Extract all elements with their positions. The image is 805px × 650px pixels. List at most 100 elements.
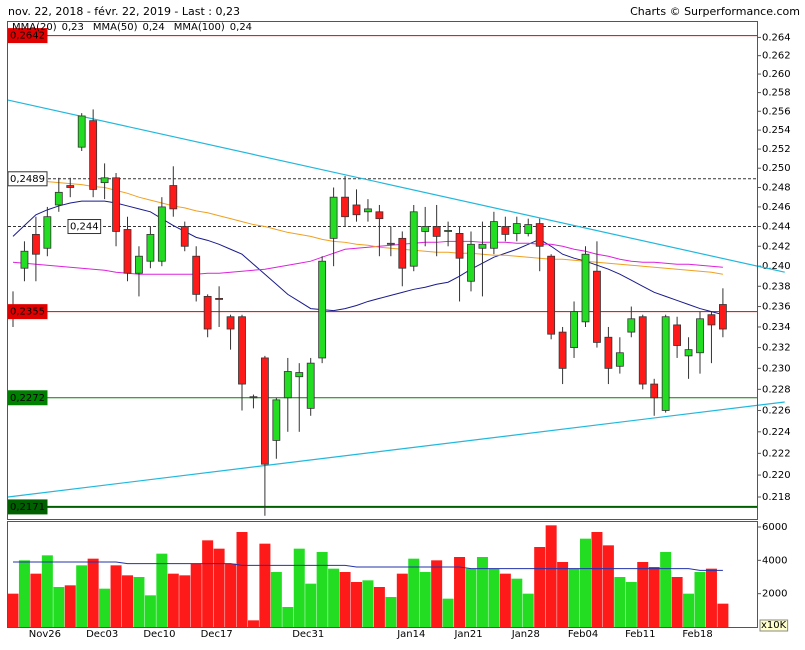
y-tick-label: 0.242 — [762, 241, 791, 252]
candle-body — [135, 255, 143, 274]
volume-bar — [545, 525, 557, 627]
level-label: 0,244 — [70, 222, 99, 233]
y-tick-label: 0.232 — [762, 343, 791, 354]
level-label-box — [67, 219, 102, 235]
candle-body — [638, 316, 647, 385]
candle-body — [226, 316, 235, 330]
candle-body — [146, 234, 155, 262]
x-tick-label: Jan28 — [511, 629, 540, 640]
volume-bar — [648, 567, 660, 627]
x-tick-label: Feb04 — [568, 629, 598, 640]
y-tick-label: 0.252 — [762, 144, 791, 155]
candle-body — [467, 243, 475, 282]
candle-body — [719, 304, 727, 330]
y-tick-label: 0.262 — [762, 51, 791, 62]
volume-tick-label: 4000 — [762, 555, 787, 566]
x-tick-label: Dec10 — [143, 629, 175, 640]
volume-bar — [316, 552, 328, 627]
volume-bar — [328, 568, 340, 627]
volume-bar — [442, 598, 454, 627]
volume-bar — [225, 563, 237, 627]
candle-body — [260, 357, 269, 465]
volume-bar — [602, 545, 614, 627]
volume-bar — [717, 603, 729, 627]
volume-unit: x10K — [761, 620, 787, 631]
candle-body — [432, 226, 441, 237]
legend-value: 0,24 — [143, 22, 165, 33]
candle-body — [66, 185, 75, 188]
candle-body — [238, 316, 246, 385]
candle-body — [444, 230, 453, 232]
candle-body — [489, 221, 498, 249]
candle-body — [306, 362, 315, 409]
volume-bar — [671, 577, 683, 627]
candle-body — [570, 311, 578, 348]
volume-bar — [534, 547, 546, 627]
volume-bar — [133, 577, 145, 627]
candle-body — [77, 115, 86, 148]
volume-bar — [625, 582, 637, 627]
volume-bar — [396, 573, 408, 627]
volume-bar — [568, 568, 580, 627]
level-label: 0,2489 — [10, 174, 45, 185]
candle-body — [123, 229, 132, 274]
ma-line — [12, 177, 723, 275]
legend-entry: MMA(20) — [12, 22, 57, 33]
candle-body — [524, 224, 533, 234]
x-tick-label: Jan21 — [453, 629, 482, 640]
candle-body — [547, 255, 556, 335]
x-tick-label: Dec31 — [292, 629, 324, 640]
y-tick-label: 0.230 — [762, 363, 791, 374]
candle-body — [707, 314, 716, 326]
candle-body — [43, 216, 52, 249]
candle-body — [364, 208, 372, 213]
volume-bar — [202, 540, 214, 627]
y-tick-label: 0.220 — [762, 470, 791, 481]
volume-bar — [454, 557, 466, 627]
level-label: 0,2272 — [10, 393, 45, 404]
volume-bar — [122, 575, 133, 627]
y-tick-label: 0.248 — [762, 182, 791, 193]
candle-body — [180, 226, 189, 247]
volume-bar — [305, 583, 317, 627]
candle-body — [318, 260, 327, 359]
x-tick-label: Feb18 — [682, 629, 712, 640]
candle-body — [604, 336, 613, 369]
plot-area: 0.218 0.220 0.222 0.224 0.226 0.228 0.230 0.232… — [7, 22, 791, 640]
y-tick-label: 0.258 — [762, 88, 791, 99]
volume-bar — [431, 560, 443, 627]
candle-body — [203, 295, 212, 330]
candle-body — [192, 255, 201, 295]
volume-bar — [167, 573, 179, 627]
candle-body — [684, 349, 693, 357]
volume-unit-box — [759, 619, 789, 632]
y-tick-label: 0.226 — [762, 405, 791, 416]
volume-bar — [351, 582, 362, 627]
candle-body — [295, 372, 304, 378]
volume-bar — [488, 568, 500, 627]
chart-title: nov. 22, 2018 - févr. 22, 2019 - Last : … — [8, 5, 240, 18]
y-tick-label: 0.250 — [762, 163, 791, 174]
candle-body — [398, 237, 407, 269]
volume-tick-label: 6000 — [762, 522, 787, 533]
trendline — [7, 99, 785, 273]
level-label: 0,2171 — [10, 502, 45, 513]
volume-bar — [511, 578, 523, 627]
volume-bar — [76, 565, 88, 627]
candle-body — [54, 191, 63, 206]
candle-body — [512, 223, 521, 234]
x-tick-label: Nov26 — [29, 629, 61, 640]
volume-bar — [705, 568, 717, 627]
y-tick-label: 0.238 — [762, 281, 791, 292]
level-label: 0,2355 — [10, 307, 45, 318]
volume-bar — [557, 562, 569, 627]
volume-bar — [110, 565, 122, 627]
candle-body — [501, 226, 510, 235]
candle-body — [157, 206, 166, 262]
volume-bar — [156, 553, 168, 627]
y-tick-label: 0.260 — [762, 69, 791, 80]
volume-bar — [190, 563, 202, 627]
volume-bar — [476, 557, 488, 627]
candle-body — [661, 316, 670, 411]
